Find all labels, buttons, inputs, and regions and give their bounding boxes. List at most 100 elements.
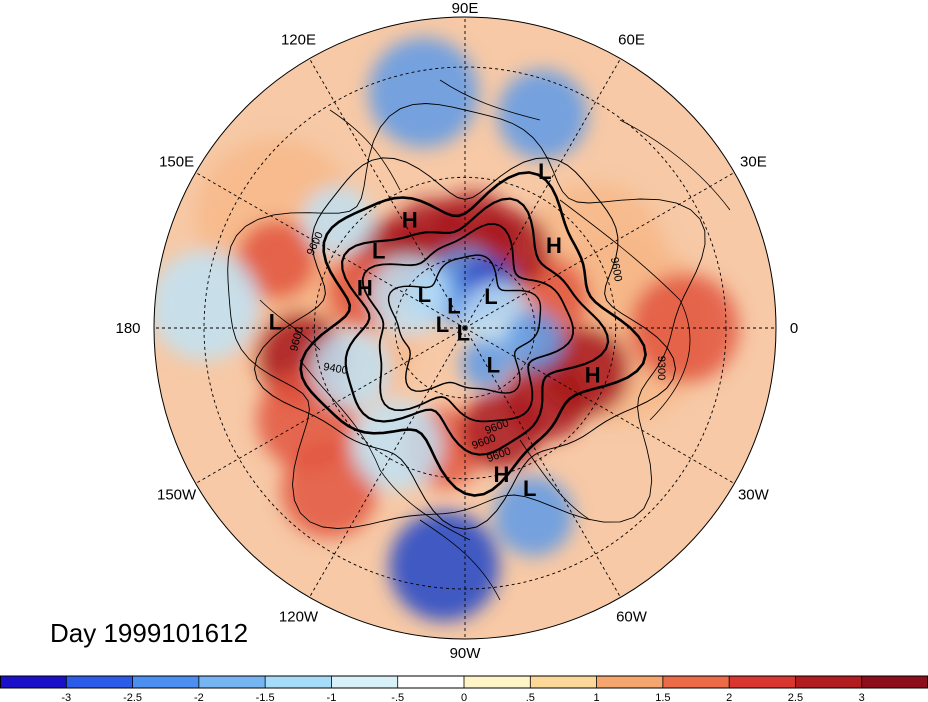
colorbar-swatch: [0, 676, 67, 688]
colorbar-swatch: [331, 676, 399, 688]
colorbar-tick-label: -2.5: [123, 692, 142, 702]
coastline: [419, 519, 501, 601]
anomaly-blob: [236, 219, 317, 300]
meridian-line: [464, 172, 735, 329]
longitude-label: 90W: [450, 645, 482, 662]
colorbar-swatch: [662, 676, 730, 688]
low-pressure-marker: L: [484, 284, 497, 309]
coastline: [559, 199, 691, 421]
longitude-label: 0: [790, 320, 798, 337]
contour-label: 9300: [655, 356, 667, 380]
meridian-line: [309, 327, 466, 598]
anomaly-blob: [368, 255, 449, 336]
high-pressure-marker: H: [357, 276, 373, 301]
longitude-label: 150E: [159, 154, 194, 171]
coastlines: [259, 79, 731, 601]
longitude-label: 60E: [618, 32, 645, 49]
anomaly-blob: [497, 69, 588, 160]
longitude-label: 60W: [616, 608, 648, 625]
low-pressure-marker: L: [487, 352, 500, 377]
colorbar-swatch: [464, 676, 531, 688]
meridian-line: [464, 58, 621, 329]
anomaly-blob: [460, 338, 511, 389]
meridian-line: [195, 327, 466, 484]
colorbar-swatch: [265, 676, 332, 688]
longitude-label: 180: [115, 320, 140, 337]
colorbar-swatch: [861, 676, 928, 688]
high-pressure-marker: H: [493, 462, 509, 487]
low-pressure-marker: L: [372, 238, 385, 263]
high-pressure-marker: H: [402, 208, 418, 233]
longitude-label: 150W: [157, 487, 197, 504]
colorbar-swatch: [530, 676, 598, 688]
meridian-line: [309, 58, 466, 329]
contour-label: 9600: [608, 256, 624, 282]
contour-label: 9400: [322, 361, 348, 377]
coastline: [329, 109, 401, 191]
colorbar-tick-label: 2.5: [788, 692, 803, 702]
anomaly-blob: [462, 389, 542, 470]
colorbar-tick-label: -2: [194, 692, 204, 702]
low-pressure-marker: L: [269, 309, 282, 334]
anomaly-blob: [281, 441, 378, 538]
graticule: [154, 17, 776, 639]
colorbar-swatch: [596, 676, 664, 688]
coastline: [299, 359, 471, 541]
longitude-label: 30W: [738, 487, 770, 504]
meridian-line: [195, 172, 466, 329]
height-contours: [227, 103, 706, 530]
colorbar-tick-label: -1.5: [256, 692, 275, 702]
colorbar: -3 -2.5 -2 -1.5 -1 -.5 0 .5 1 1.5 2 2.5 3: [0, 675, 928, 702]
colorbar-tick-label: -.5: [391, 692, 404, 702]
colorbar-tick-label: -1: [327, 692, 337, 702]
colorbar-tick-label: 2: [726, 692, 732, 702]
contour-line: [361, 223, 574, 423]
low-pressure-marker: L: [447, 293, 460, 318]
colorbar-swatch: [132, 676, 200, 688]
day-title: Day 1999101612: [50, 618, 249, 648]
contour-line: [253, 157, 677, 530]
meridian-line: [464, 327, 621, 598]
anomaly-blob: [493, 476, 574, 557]
low-pressure-marker: L: [523, 476, 536, 501]
colorbar-swatch: [397, 676, 465, 688]
longitude-label: 120E: [281, 32, 316, 49]
contour-line: [340, 197, 610, 456]
colorbar-tick-label: 3: [859, 692, 865, 702]
contour-line: [299, 171, 647, 497]
anomaly-blob: [310, 329, 391, 410]
colorbar-tick-label: .5: [526, 692, 535, 702]
anomaly-blob: [302, 186, 373, 257]
low-pressure-marker: L: [538, 159, 551, 184]
low-pressure-marker: L: [436, 312, 449, 337]
longitude-label: 120W: [279, 608, 319, 625]
high-pressure-marker: H: [585, 363, 601, 388]
colorbar-tick-label: 1.5: [655, 692, 670, 702]
latitude-circle: [394, 257, 536, 399]
coastline: [519, 439, 591, 521]
map-border: [153, 16, 777, 640]
coastline: [439, 79, 541, 121]
longitude-label: 30E: [740, 154, 767, 171]
anomaly-blob: [368, 37, 479, 148]
coastline: [619, 119, 731, 211]
contour-line: [387, 254, 542, 394]
high-pressure-marker: H: [546, 233, 562, 258]
colorbar-swatch: [198, 676, 266, 688]
colorbar-swatch: [729, 676, 796, 688]
colorbar-swatch: [795, 676, 863, 688]
anomaly-blob: [352, 400, 443, 491]
colorbar-tick-label: 0: [461, 692, 467, 702]
colorbar-tick-label: -3: [61, 692, 71, 702]
contour-line: [227, 103, 706, 529]
meridian-line: [464, 327, 735, 484]
longitude-labels: 90E 60E 30E 0 30W 60W 90W 120W 150W 180 150E 120E: [115, 0, 798, 662]
low-pressure-marker: L: [457, 320, 470, 345]
colorbar-tick-label: 1: [594, 692, 600, 702]
colorbar-swatch: [66, 676, 134, 688]
longitude-label: 90E: [452, 0, 479, 17]
low-pressure-marker: L: [418, 282, 431, 307]
